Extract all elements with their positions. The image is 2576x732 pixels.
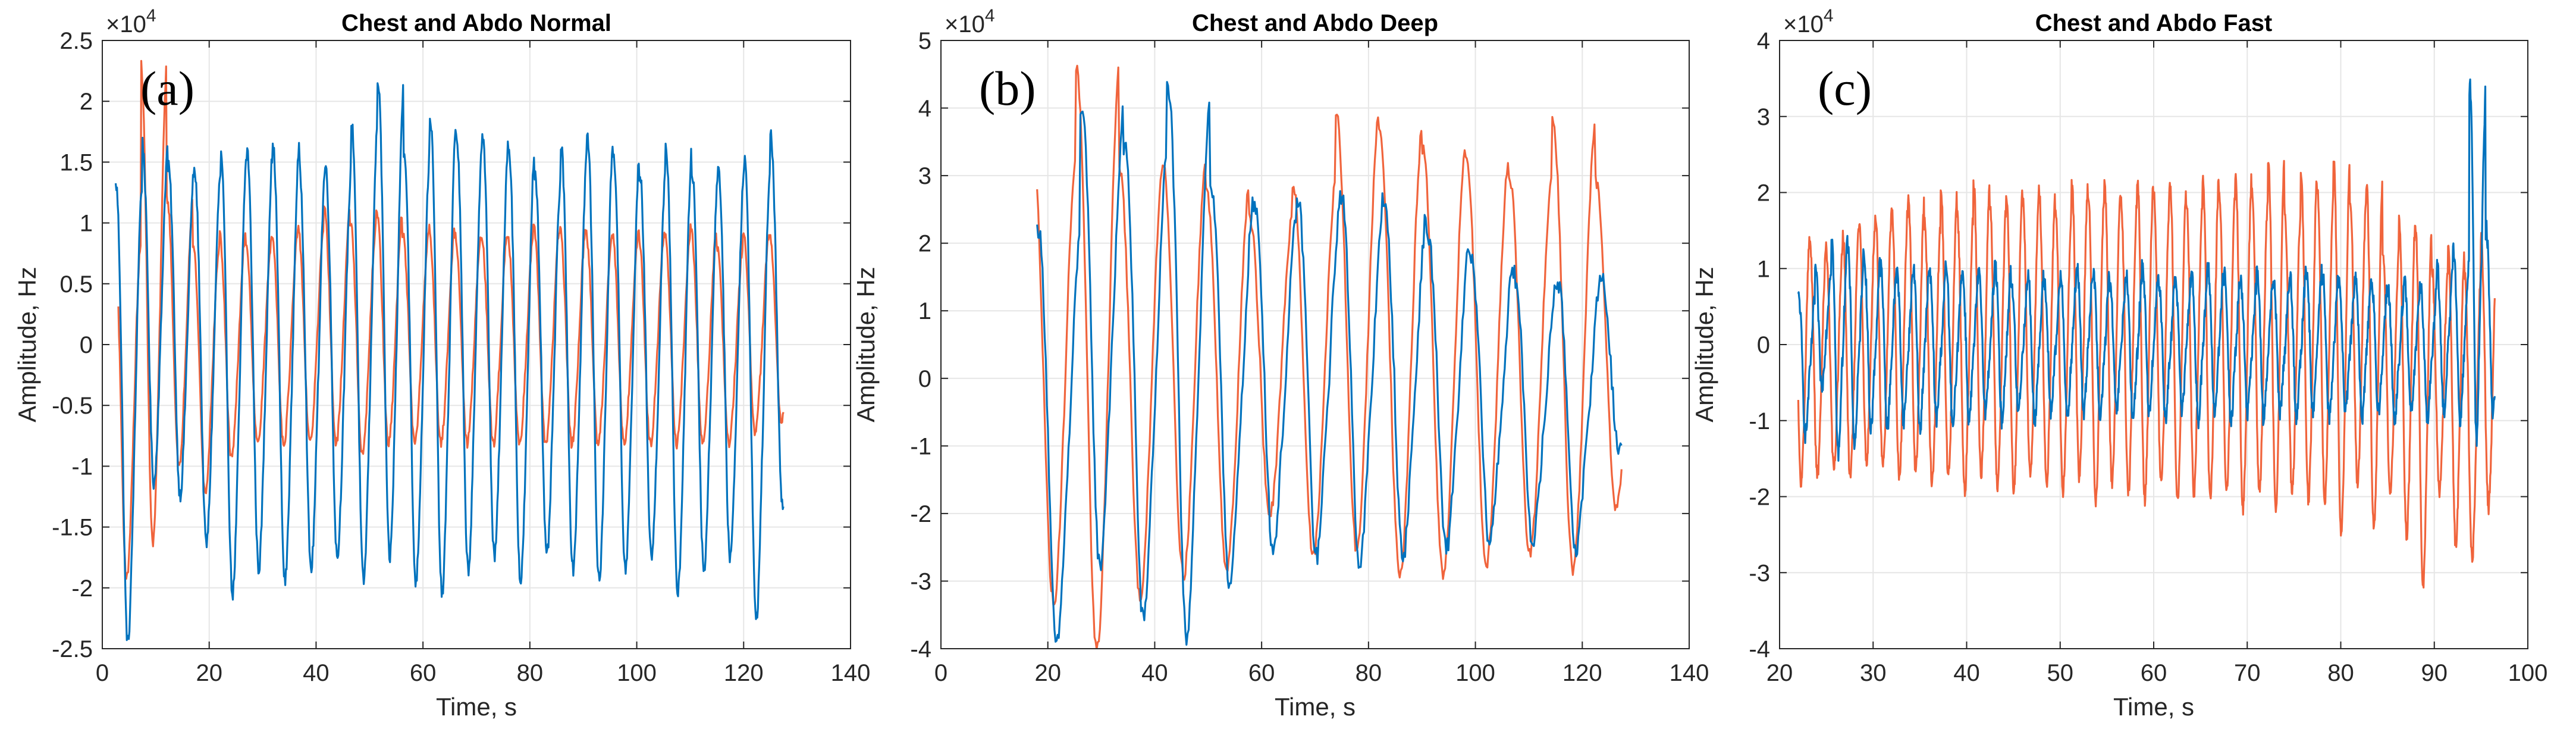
plot-area bbox=[941, 40, 1689, 649]
y-tick-label: -2 bbox=[71, 575, 93, 602]
y-tick-label: 0 bbox=[918, 366, 931, 392]
y-tick-label: -2 bbox=[1749, 484, 1770, 511]
y-tick-label: -1 bbox=[1749, 408, 1770, 434]
y-tick-label: 3 bbox=[918, 163, 931, 189]
y-tick-label: -3 bbox=[1749, 560, 1770, 586]
y-tick-label: -0.5 bbox=[52, 393, 93, 419]
y-tick-label: -2 bbox=[910, 501, 931, 527]
panel-label: (c) bbox=[1818, 61, 1872, 115]
y-tick-label: 0.5 bbox=[59, 271, 93, 298]
y-tick-label: -2.5 bbox=[52, 636, 93, 662]
y-tick-label: -1 bbox=[71, 453, 93, 480]
panels: 0 20 40 60 80 100 120 140-2.5-2-1.5-1-0.500.511… bbox=[13, 6, 2547, 721]
x-tick-label: 60 bbox=[2141, 660, 2167, 686]
x-tick-label: 120 bbox=[1562, 660, 1602, 686]
y-tick-label: 4 bbox=[1757, 28, 1770, 54]
series-line-chest bbox=[1036, 81, 1623, 646]
y-tick-label: 1.5 bbox=[59, 149, 93, 176]
panel-label: (b) bbox=[979, 61, 1036, 115]
x-tick-label: 60 bbox=[410, 660, 437, 686]
x-tick-label: 140 bbox=[831, 660, 871, 686]
axis-exponent-base: ×10 bbox=[1783, 11, 1824, 37]
y-tick-label: 1 bbox=[918, 298, 931, 324]
y-tick-label: 0 bbox=[1757, 332, 1770, 358]
series-line-chest bbox=[1797, 78, 2496, 462]
x-tick-label: 0 bbox=[934, 660, 947, 686]
axis-exponent: ×104 bbox=[106, 6, 156, 37]
y-tick-label: 2 bbox=[918, 231, 931, 257]
axis-exponent-power: 4 bbox=[146, 6, 156, 26]
x-axis-label: Time, s bbox=[1275, 693, 1356, 721]
x-tick-label: 80 bbox=[2327, 660, 2354, 686]
series-line-chest bbox=[114, 82, 785, 642]
x-tick-label: 40 bbox=[1953, 660, 1980, 686]
x-tick-label: 20 bbox=[1767, 660, 1793, 686]
y-tick-label: -4 bbox=[910, 636, 931, 662]
x-tick-label: 40 bbox=[1141, 660, 1168, 686]
y-tick-label: 1 bbox=[1757, 256, 1770, 282]
series-line-abdo bbox=[1797, 159, 2496, 589]
x-tick-label: 20 bbox=[1034, 660, 1061, 686]
y-tick-label: 3 bbox=[1757, 104, 1770, 130]
y-tick-label: 4 bbox=[918, 96, 931, 122]
x-tick-label: 90 bbox=[2421, 660, 2448, 686]
axis-exponent: ×104 bbox=[945, 6, 995, 37]
chart-title: Chest and Abdo Normal bbox=[341, 10, 611, 36]
y-axis-label: Amplitude, Hz bbox=[13, 267, 41, 422]
x-tick-label: 40 bbox=[303, 660, 330, 686]
y-tick-label: 0 bbox=[80, 332, 93, 358]
chart-panel-0: 0 20 40 60 80 100 120 140 -2.5 -2 -1.5 -1 -0.5 0 0.5 1 1… bbox=[13, 6, 870, 721]
x-tick-label: 100 bbox=[617, 660, 657, 686]
x-tick-label: 80 bbox=[517, 660, 544, 686]
axis-exponent-base: ×10 bbox=[106, 11, 146, 37]
y-tick-label: 1 bbox=[80, 211, 93, 237]
y-tick-label: -1 bbox=[910, 433, 931, 459]
x-tick-label: 60 bbox=[1248, 660, 1275, 686]
x-tick-label: 120 bbox=[724, 660, 764, 686]
chart-title: Chest and Abdo Fast bbox=[2035, 10, 2273, 36]
y-tick-label: -3 bbox=[910, 568, 931, 595]
x-axis-label: Time, s bbox=[2113, 693, 2194, 721]
y-axis-label: Amplitude, Hz bbox=[852, 267, 880, 422]
axis-exponent-power: 4 bbox=[1824, 6, 1834, 26]
y-tick-label: -1.5 bbox=[52, 515, 93, 541]
x-tick-label: 20 bbox=[196, 660, 222, 686]
axis-exponent: ×104 bbox=[1783, 6, 1834, 37]
panel-label: (a) bbox=[140, 61, 194, 115]
y-tick-label: 2.5 bbox=[59, 28, 93, 54]
x-tick-label: 100 bbox=[1455, 660, 1495, 686]
chart-title: Chest and Abdo Deep bbox=[1192, 10, 1438, 36]
series-line-abdo bbox=[1036, 64, 1623, 649]
y-tick-label: 5 bbox=[918, 28, 931, 54]
y-axis-label: Amplitude, Hz bbox=[1690, 267, 1718, 422]
axis-exponent-base: ×10 bbox=[945, 11, 985, 37]
y-tick-label: 2 bbox=[80, 89, 93, 115]
x-tick-label: 80 bbox=[1356, 660, 1382, 686]
x-tick-label: 140 bbox=[1670, 660, 1709, 686]
x-tick-label: 50 bbox=[2047, 660, 2074, 686]
x-axis-label: Time, s bbox=[436, 693, 517, 721]
x-tick-label: 100 bbox=[2508, 660, 2548, 686]
axis-exponent-power: 4 bbox=[985, 6, 995, 26]
axes-box bbox=[940, 40, 1690, 649]
y-tick-label: -4 bbox=[1749, 636, 1770, 662]
x-tick-label: 30 bbox=[1860, 660, 1887, 686]
y-tick-label: 2 bbox=[1757, 180, 1770, 207]
x-tick-label: 70 bbox=[2234, 660, 2261, 686]
x-tick-label: 0 bbox=[96, 660, 109, 686]
